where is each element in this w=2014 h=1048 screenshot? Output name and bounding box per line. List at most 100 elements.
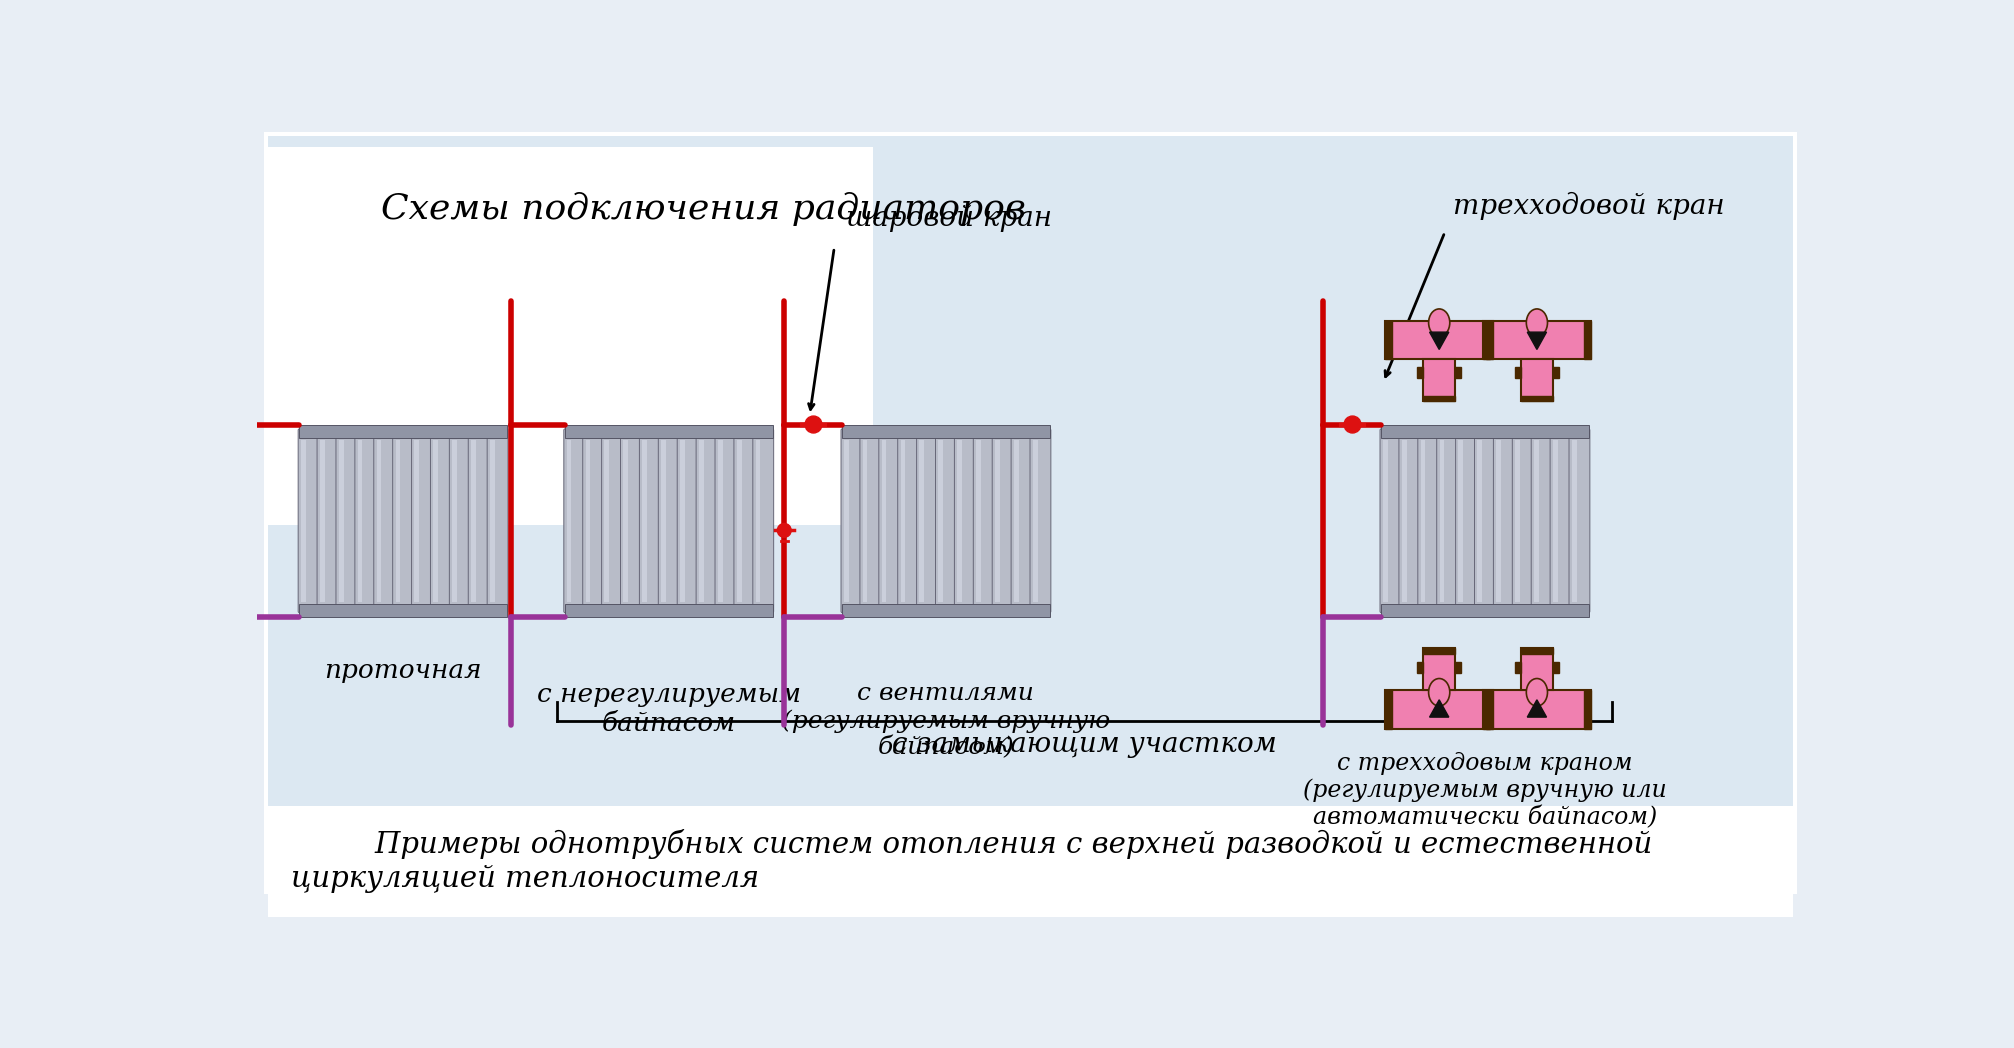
Bar (661, 440, 667, 602)
FancyBboxPatch shape (677, 429, 699, 613)
Bar (1486, 321, 1492, 359)
FancyBboxPatch shape (431, 429, 451, 613)
Polygon shape (1527, 332, 1547, 349)
FancyBboxPatch shape (1551, 429, 1571, 613)
Bar (900, 440, 906, 602)
Bar (471, 440, 475, 602)
Polygon shape (1430, 700, 1448, 717)
FancyBboxPatch shape (1418, 429, 1438, 613)
Bar (844, 440, 848, 602)
FancyBboxPatch shape (298, 429, 318, 613)
Bar (1440, 440, 1444, 602)
FancyBboxPatch shape (620, 429, 640, 613)
Bar (842, 604, 1049, 617)
FancyBboxPatch shape (487, 429, 508, 613)
Bar (717, 440, 723, 602)
Bar (1424, 648, 1456, 654)
Bar (1583, 321, 1591, 359)
FancyBboxPatch shape (1474, 429, 1494, 613)
Bar (755, 440, 761, 602)
FancyBboxPatch shape (1029, 429, 1051, 613)
Bar (681, 440, 685, 602)
FancyBboxPatch shape (1494, 429, 1515, 613)
Bar (1456, 661, 1460, 673)
Bar (1386, 321, 1492, 359)
FancyBboxPatch shape (393, 429, 413, 613)
Bar (395, 440, 401, 602)
Bar (415, 440, 419, 602)
Bar (564, 604, 773, 617)
FancyBboxPatch shape (1011, 429, 1031, 613)
Circle shape (777, 523, 792, 538)
Bar (338, 440, 344, 602)
FancyBboxPatch shape (602, 429, 622, 613)
Text: циркуляцией теплоносителя: циркуляцией теплоносителя (292, 865, 759, 893)
Text: с замыкающим участком: с замыкающим участком (892, 730, 1277, 758)
Circle shape (1343, 416, 1361, 433)
FancyBboxPatch shape (375, 429, 395, 613)
FancyBboxPatch shape (582, 429, 604, 613)
Bar (358, 440, 363, 602)
Bar (1521, 396, 1553, 401)
FancyBboxPatch shape (449, 429, 469, 613)
FancyBboxPatch shape (878, 429, 900, 613)
Bar (1424, 359, 1456, 401)
Bar (1033, 440, 1037, 602)
Bar (1386, 321, 1392, 359)
FancyBboxPatch shape (993, 429, 1013, 613)
Bar (1521, 359, 1553, 401)
Bar (1418, 367, 1424, 378)
FancyBboxPatch shape (1380, 429, 1402, 613)
FancyBboxPatch shape (842, 429, 862, 613)
FancyBboxPatch shape (659, 429, 679, 613)
FancyBboxPatch shape (937, 429, 957, 613)
Bar (1583, 691, 1591, 728)
Bar (1384, 440, 1388, 602)
Text: шаровой кран: шаровой кран (846, 205, 1051, 232)
Bar (699, 440, 703, 602)
Text: с нерегулируемым
байпасом: с нерегулируемым байпасом (538, 682, 802, 737)
Bar (1515, 661, 1521, 673)
Bar (564, 424, 773, 438)
Bar (489, 440, 495, 602)
FancyBboxPatch shape (638, 429, 661, 613)
FancyBboxPatch shape (916, 429, 937, 613)
Bar (862, 440, 868, 602)
Bar (1486, 691, 1492, 728)
Bar (300, 440, 306, 602)
Bar (604, 440, 608, 602)
FancyBboxPatch shape (1531, 429, 1553, 613)
Bar (1482, 321, 1591, 359)
Bar (1418, 661, 1424, 673)
Bar (995, 440, 999, 602)
Bar (1496, 440, 1500, 602)
FancyBboxPatch shape (860, 429, 880, 613)
Bar (1482, 691, 1591, 728)
FancyBboxPatch shape (973, 429, 995, 613)
Bar (1424, 396, 1456, 401)
Bar (1482, 691, 1490, 728)
Bar (1535, 440, 1539, 602)
FancyBboxPatch shape (753, 429, 773, 613)
Text: с вентилями
(регулируемым вручную
байпасом): с вентилями (регулируемым вручную байпас… (781, 682, 1110, 760)
Bar (1424, 648, 1456, 691)
Bar (1420, 440, 1426, 602)
Bar (453, 440, 457, 602)
Bar (1456, 367, 1460, 378)
Bar (377, 440, 381, 602)
FancyBboxPatch shape (354, 429, 377, 613)
Bar (1478, 440, 1482, 602)
Text: проточная: проточная (324, 658, 481, 683)
Bar (957, 440, 963, 602)
Text: Схемы подключения радиаторов: Схемы подключения радиаторов (381, 192, 1025, 226)
Bar (1515, 367, 1521, 378)
FancyBboxPatch shape (1569, 429, 1589, 613)
Bar (1382, 604, 1589, 617)
Bar (586, 440, 590, 602)
FancyBboxPatch shape (1436, 429, 1458, 613)
FancyBboxPatch shape (898, 429, 918, 613)
FancyBboxPatch shape (733, 429, 755, 613)
FancyBboxPatch shape (1400, 429, 1420, 613)
Bar (882, 440, 886, 602)
FancyBboxPatch shape (316, 429, 338, 613)
